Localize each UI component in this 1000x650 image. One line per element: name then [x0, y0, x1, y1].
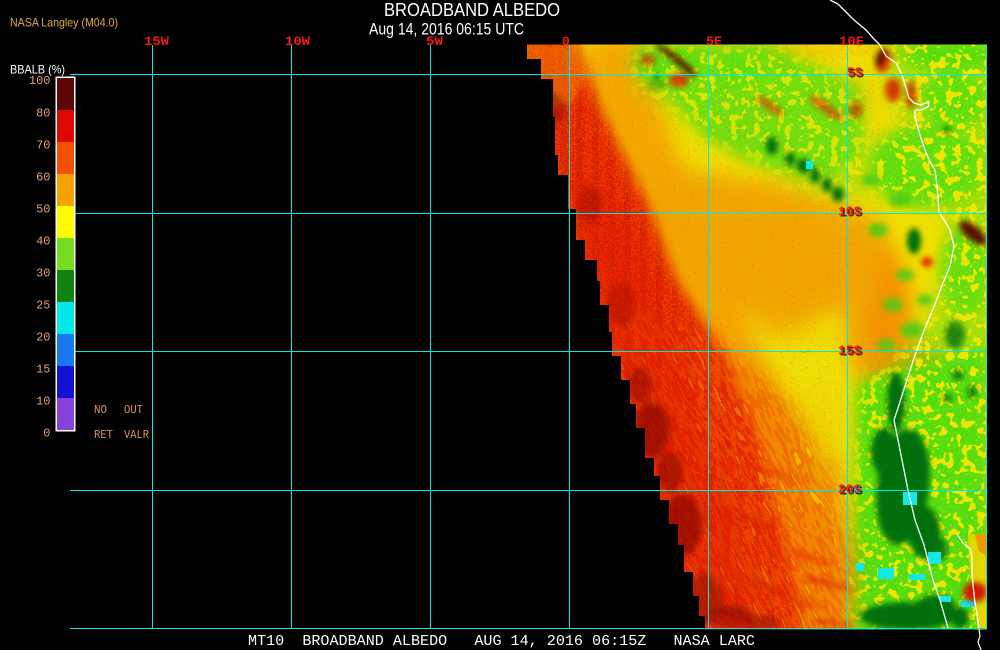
svg-text:100: 100	[29, 74, 51, 88]
svg-text:20S: 20S	[840, 484, 864, 499]
svg-text:VALR: VALR	[124, 428, 149, 442]
svg-text:BROADBAND ALBEDO: BROADBAND ALBEDO	[384, 0, 560, 20]
svg-text:MT10 BROADBAND ALBEDO AUG 1: MT10 BROADBAND ALBEDO AUG 14, 2016 06:15…	[248, 633, 755, 650]
svg-text:25: 25	[36, 299, 50, 313]
svg-text:80: 80	[36, 107, 50, 121]
svg-text:NO: NO	[94, 403, 107, 417]
svg-text:10W: 10W	[285, 34, 310, 49]
svg-text:Aug 14, 2016 06:15 UTC: Aug 14, 2016 06:15 UTC	[369, 20, 524, 39]
svg-text:5S: 5S	[847, 65, 863, 80]
svg-text:0: 0	[562, 34, 570, 49]
svg-text:0: 0	[43, 427, 50, 441]
svg-text:BBALB (%): BBALB (%)	[10, 63, 65, 77]
svg-text:5E: 5E	[706, 34, 722, 49]
svg-text:OUT: OUT	[124, 403, 143, 417]
svg-text:NASA Langley (M04.0): NASA Langley (M04.0)	[10, 16, 118, 30]
svg-text:15W: 15W	[144, 34, 169, 49]
svg-text:5W: 5W	[426, 34, 443, 49]
svg-text:10: 10	[36, 395, 50, 409]
svg-text:10S: 10S	[838, 204, 862, 219]
svg-text:10E: 10E	[839, 34, 864, 49]
svg-text:RET: RET	[94, 428, 113, 442]
svg-text:50: 50	[36, 203, 50, 217]
svg-text:70: 70	[36, 139, 50, 153]
svg-text:30: 30	[36, 267, 50, 281]
svg-text:10S: 10S	[840, 206, 864, 221]
svg-text:40: 40	[36, 235, 50, 249]
svg-text:15S: 15S	[838, 343, 862, 358]
svg-text:15: 15	[36, 363, 50, 377]
svg-text:20: 20	[36, 331, 50, 345]
svg-text:15S: 15S	[840, 345, 864, 360]
svg-text:5S: 5S	[849, 67, 865, 82]
svg-text:60: 60	[36, 171, 50, 185]
svg-text:20S: 20S	[838, 482, 862, 497]
